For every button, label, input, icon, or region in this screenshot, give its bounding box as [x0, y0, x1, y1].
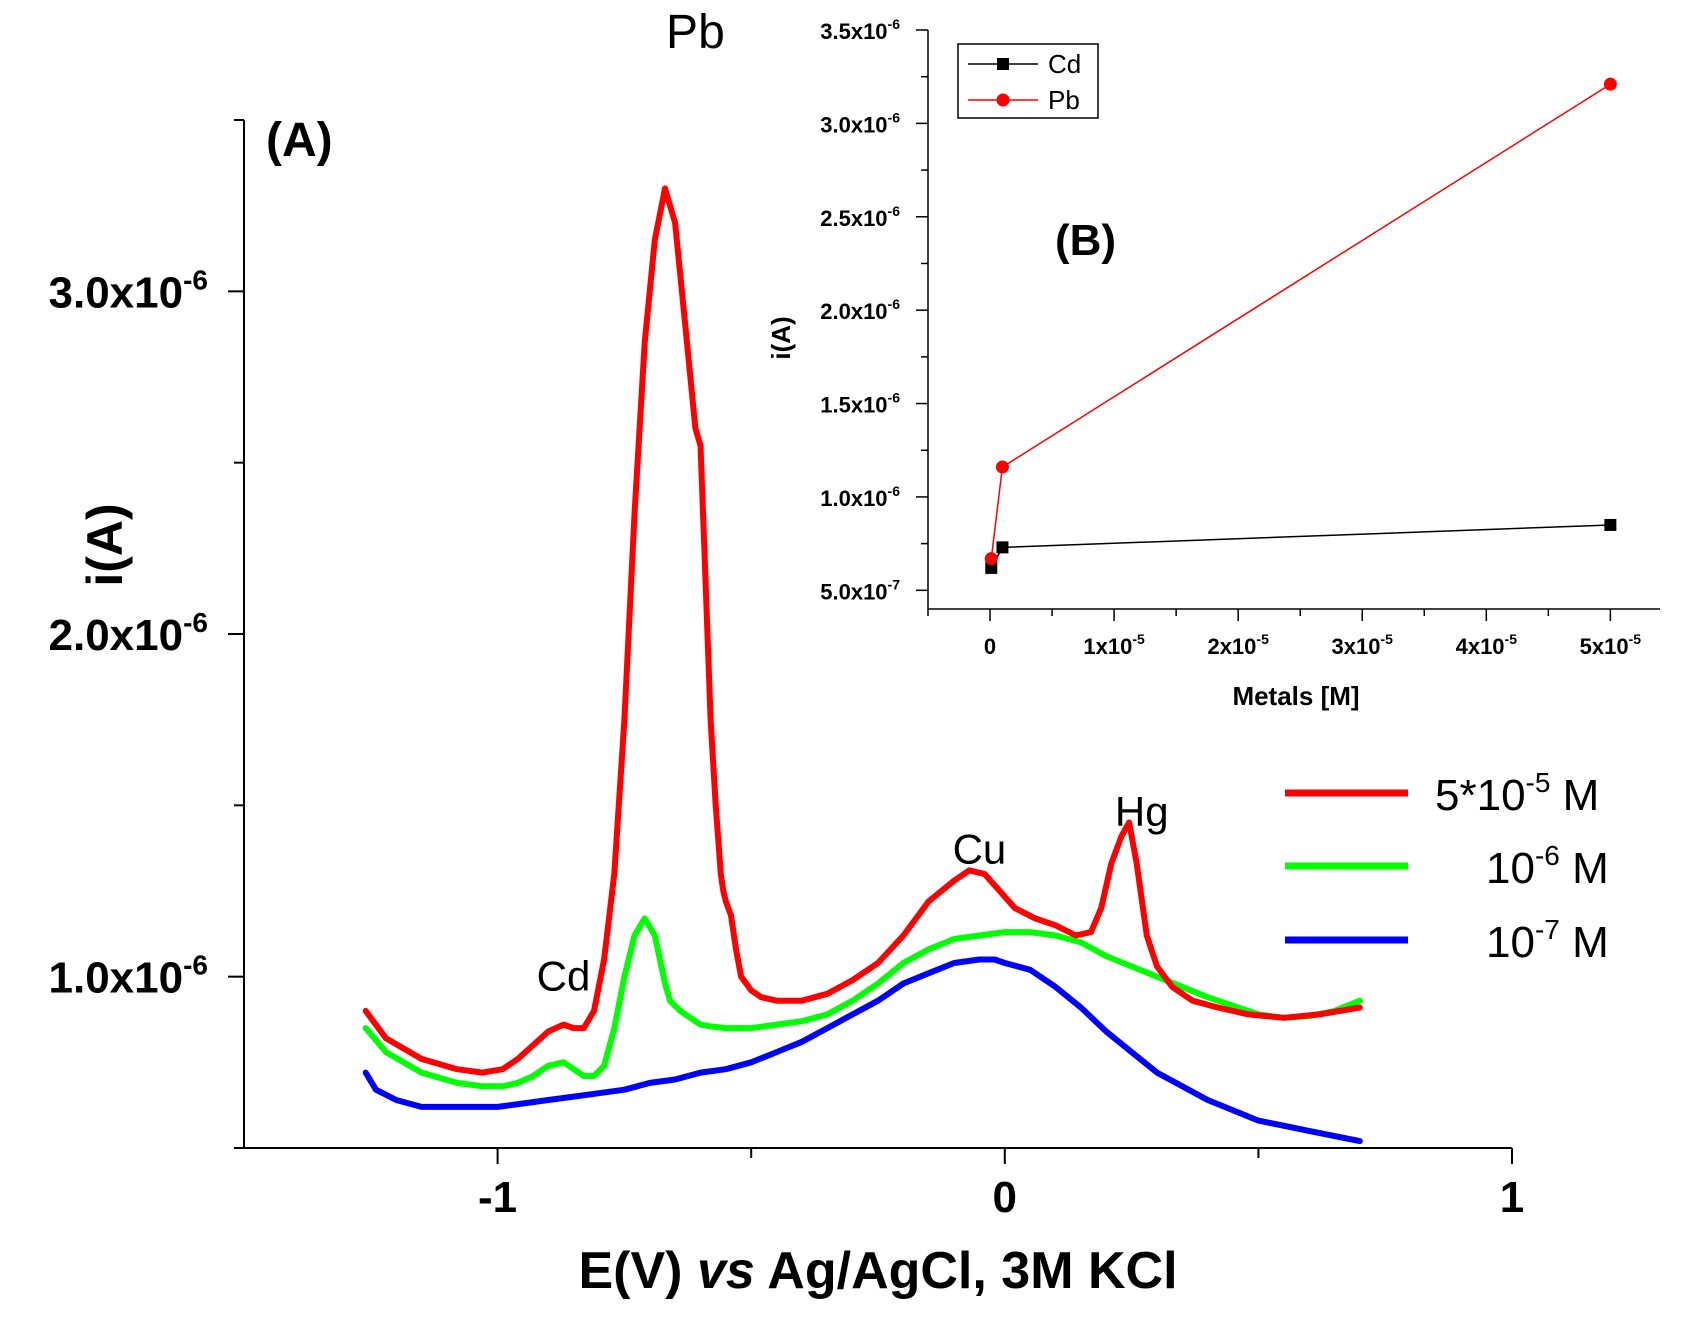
panel-a-legend: 5*10-5 M 10-6 M 10-7 M [1285, 767, 1609, 967]
legend-exponent: -5 [1526, 767, 1551, 798]
b-y-tick-label: 2.5x10-6 [820, 203, 900, 231]
panel-b-tick-labels: 0 1x10-5 2x10-5 3x10-5 4x10-5 5x10-5 5.0x10-7 1… [820, 16, 1641, 659]
data-point-pb [995, 460, 1009, 474]
legend-exponent: -7 [1535, 914, 1560, 945]
panel-b-ticks [916, 29, 1612, 621]
legend-entry-1e-6: 10-6 M [1285, 840, 1609, 893]
data-point-cd [985, 561, 998, 574]
data-point-pb [1603, 77, 1617, 91]
b-y-tick-label: 3.0x10-6 [820, 109, 900, 137]
panel-a-ticks [228, 119, 1513, 1164]
legend-unit: M [1560, 844, 1609, 893]
legend-unit: M [1560, 918, 1609, 967]
b-y-tick-label: 1.5x10-6 [820, 390, 900, 418]
legend-label: 10 [1486, 844, 1535, 893]
data-point-pb [984, 552, 998, 566]
square-marker-icon [997, 58, 1009, 70]
b-x-tick-label: 3x10-5 [1332, 631, 1394, 659]
panel-b-legend: Cd Pb [957, 43, 1099, 119]
series-line--5 [362, 185, 1363, 1076]
b-x-tick-label: 1x10-5 [1083, 631, 1145, 659]
panel-a-label: (A) [266, 114, 333, 167]
legend-exponent: -6 [1535, 840, 1560, 871]
panel-b-inset-chart: 0 1x10-5 2x10-5 3x10-5 4x10-5 5x10-5 5.0x10-7 1… [766, 16, 1670, 711]
data-point-cd [996, 541, 1009, 554]
y-tick-label: 3.0x10-6 [49, 264, 208, 317]
x-tick-label: 0 [993, 1173, 1017, 1222]
series-line--7 [362, 956, 1363, 1145]
data-point-cd [1604, 518, 1617, 531]
x-tick-label: 1 [1500, 1173, 1524, 1222]
b-x-tick-label: 2x10-5 [1207, 631, 1269, 659]
b-x-tick-label: 4x10-5 [1456, 631, 1518, 659]
legend-label: 5*10 [1435, 771, 1526, 820]
panel-b-y-label: i(A) [766, 316, 796, 359]
inset-background [930, 16, 1670, 711]
panel-a-chart: -1 0 1 1.0x10-6 2.0x10-6 3.0x10-6 Cd Pb Cu Hg (A… [49, 6, 1609, 1300]
panel-a-y-label: i(A) [77, 503, 133, 586]
panel-a-tick-labels: -1 0 1 1.0x10-6 2.0x10-6 3.0x10-6 [49, 264, 1525, 1222]
peak-label-pb: Pb [666, 6, 725, 59]
panel-b-series [984, 77, 1617, 574]
svg-text:10-6 M: 10-6 M [1486, 840, 1609, 893]
legend-entry-pb: Pb [968, 85, 1080, 115]
b-x-tick-label: 0 [984, 634, 996, 659]
panel-a-series [362, 185, 1363, 1145]
legend-unit: M [1550, 771, 1599, 820]
x-label-main: E(V) [578, 1242, 696, 1300]
peak-label-cd: Cd [537, 952, 591, 999]
series-line--6 [362, 915, 1363, 1090]
b-y-tick-label: 1.0x10-6 [820, 483, 900, 511]
legend-entry-1e-7: 10-7 M [1285, 914, 1609, 967]
panel-b-axes [927, 30, 1660, 610]
peak-label-cu: Cu [953, 826, 1007, 873]
panel-b-x-label: Metals [M] [1232, 681, 1359, 711]
panel-a-x-label: E(V) vs Ag/AgCl, 3M KCl [578, 1242, 1177, 1300]
panel-b-label: (B) [1055, 216, 1116, 265]
b-y-tick-label: 2.0x10-6 [820, 296, 900, 324]
b-y-tick-label: 3.5x10-6 [820, 16, 900, 44]
circle-marker-icon [996, 93, 1010, 107]
legend-label: 10 [1486, 918, 1535, 967]
x-tick-label: -1 [478, 1173, 517, 1222]
svg-text:5*10-5 M: 5*10-5 M [1435, 767, 1599, 820]
b-x-tick-label: 5x10-5 [1580, 631, 1642, 659]
y-tick-label: 2.0x10-6 [49, 607, 208, 660]
x-label-italic: vs [697, 1242, 755, 1300]
peak-label-hg: Hg [1115, 788, 1169, 835]
legend-label-pb: Pb [1048, 85, 1080, 115]
legend-box [957, 43, 1099, 119]
panel-a-peak-labels: Cd Pb Cu Hg [537, 6, 1169, 999]
svg-text:10-7 M: 10-7 M [1486, 914, 1609, 967]
x-label-rest: Ag/AgCl, 3M KCl [755, 1242, 1178, 1300]
legend-label-cd: Cd [1048, 49, 1081, 79]
b-y-tick-label: 5.0x10-7 [820, 576, 900, 604]
legend-entry-cd: Cd [968, 49, 1081, 79]
legend-entry-5e-5: 5*10-5 M [1285, 767, 1599, 820]
y-tick-label: 1.0x10-6 [49, 950, 208, 1003]
